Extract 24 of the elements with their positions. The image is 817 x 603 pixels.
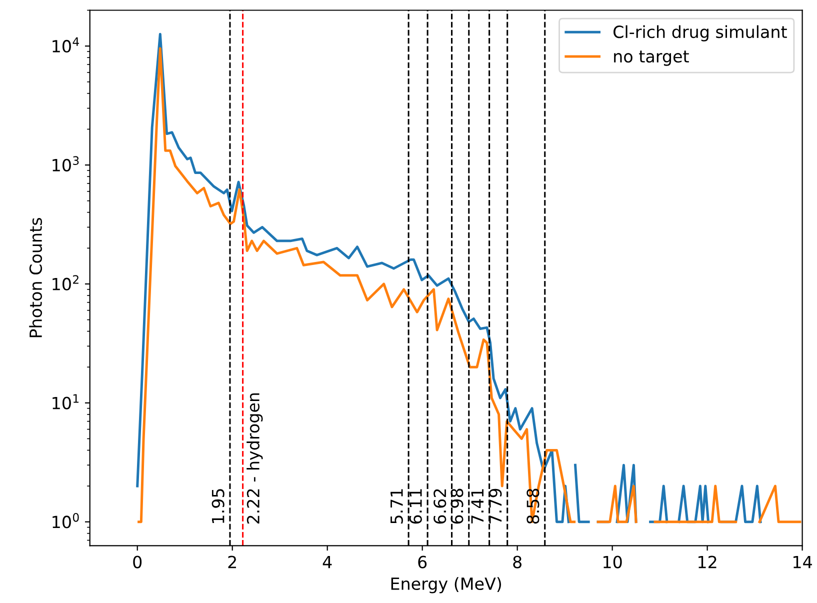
x-tick-label: 2 <box>228 556 236 568</box>
x-tick-label: 4 <box>322 556 332 568</box>
x-tick-label: 8 <box>513 556 522 568</box>
x-tick-label: 12 <box>698 556 716 568</box>
ref-line-label: 2.22 - hydrogen <box>246 393 263 524</box>
y-axis-title: Photon Counts <box>29 218 42 338</box>
ref-line-label: 6.62 <box>434 489 446 524</box>
x-axis-title: Energy (MeV) <box>391 577 501 594</box>
y-tick-label: 10$^{1}$ <box>52 394 79 410</box>
y-tick-label: 10$^{3}$ <box>52 156 79 172</box>
ref-line-label: 8.58 <box>526 488 540 524</box>
x-tick-label: 10 <box>604 556 622 568</box>
ref-line-label: 7.41 <box>471 489 484 524</box>
x-tick-label: 6 <box>418 556 427 568</box>
x-tick-label: 14 <box>794 556 812 568</box>
y-tick-label: 10$^{2}$ <box>52 275 78 290</box>
ref-line-label: 6.11 <box>409 489 422 524</box>
ref-line-label: 1.95 <box>212 489 224 523</box>
x-tick-label: 0 <box>133 556 142 568</box>
ref-line-label: 5.71 <box>390 489 403 524</box>
legend-label: no target <box>614 50 689 66</box>
legend-label: Cl-rich drug simulant <box>614 25 787 42</box>
y-tick-label: 10$^{0}$ <box>52 513 79 528</box>
y-tick-label: 10$^{4}$ <box>52 37 79 53</box>
